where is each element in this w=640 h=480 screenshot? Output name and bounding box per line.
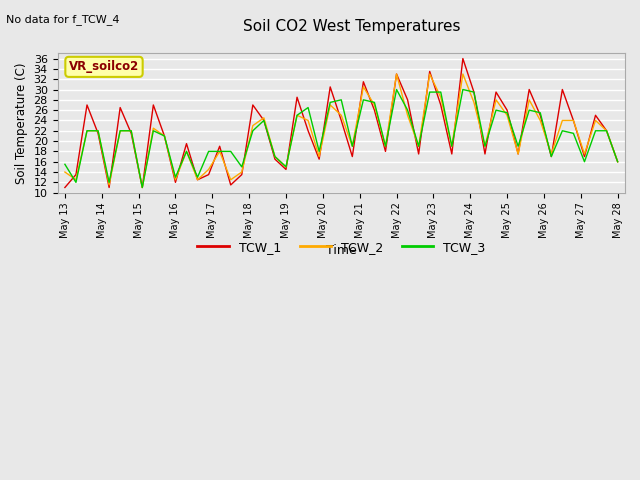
Y-axis label: Soil Temperature (C): Soil Temperature (C) xyxy=(15,62,28,184)
Text: VR_soilco2: VR_soilco2 xyxy=(69,60,139,73)
Legend: TCW_1, TCW_2, TCW_3: TCW_1, TCW_2, TCW_3 xyxy=(192,236,490,259)
X-axis label: Time: Time xyxy=(326,244,356,257)
Text: Soil CO2 West Temperatures: Soil CO2 West Temperatures xyxy=(243,19,461,34)
Text: No data for f_TCW_4: No data for f_TCW_4 xyxy=(6,14,120,25)
